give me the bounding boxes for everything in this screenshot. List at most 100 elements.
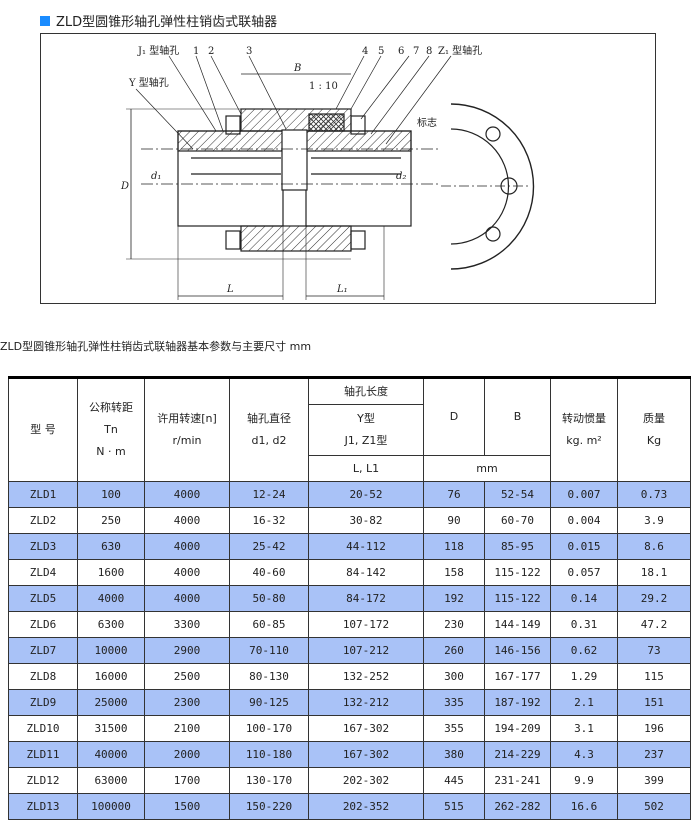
cell-model: ZLD5 <box>8 585 78 612</box>
table-row: ZLD7 10000 2900 70-110 107-212 260 146-156 0.62… <box>8 637 691 664</box>
cell-d: 445 <box>423 767 485 794</box>
cell-b: 146-156 <box>484 637 551 664</box>
cell-torque: 630 <box>77 533 145 560</box>
cell-speed: 4000 <box>144 559 230 586</box>
header-torque: 公称转距 Tn N · m <box>77 377 145 482</box>
header-d: D <box>423 377 485 456</box>
cell-mass: 115 <box>617 663 691 690</box>
parameter-table: 型 号 公称转距 Tn N · m 许用转速[n] r/min 轴孔直径 d1, d2 … <box>8 376 691 820</box>
cell-d: 90 <box>423 507 485 534</box>
cell-torque: 100000 <box>77 793 145 820</box>
cell-d: 158 <box>423 559 485 586</box>
cell-model: ZLD7 <box>8 637 78 664</box>
cell-mass: 0.73 <box>617 481 691 508</box>
cell-speed: 4000 <box>144 507 230 534</box>
cell-b: 214-229 <box>484 741 551 768</box>
cell-length: 20-52 <box>308 481 424 508</box>
cell-bore: 25-42 <box>229 533 309 560</box>
cell-mass: 399 <box>617 767 691 794</box>
cell-bore: 90-125 <box>229 689 309 716</box>
table-row: ZLD4 1600 4000 40-60 84-142 158 115-122 0.057 18… <box>8 559 691 586</box>
cell-mass: 3.9 <box>617 507 691 534</box>
cell-speed: 2900 <box>144 637 230 664</box>
cell-b: 231-241 <box>484 767 551 794</box>
table-caption: ZLD型圆锥形轴孔弹性柱销齿式联轴器基本参数与主要尺寸 mm <box>0 340 312 353</box>
cell-b: 85-95 <box>484 533 551 560</box>
cell-mass: 196 <box>617 715 691 742</box>
cell-inertia: 4.3 <box>550 741 618 768</box>
cell-d: 118 <box>423 533 485 560</box>
header-inertia: 转动惯量 kg. m² <box>550 377 618 482</box>
table-row: ZLD6 6300 3300 60-85 107-172 230 144-149 0.31 47… <box>8 611 691 638</box>
cell-length: 202-302 <box>308 767 424 794</box>
cell-bore: 70-110 <box>229 637 309 664</box>
header-unit: mm <box>423 455 551 482</box>
label-dim-d: D <box>120 181 129 192</box>
cell-b: 167-177 <box>484 663 551 690</box>
cell-speed: 4000 <box>144 481 230 508</box>
cell-mass: 502 <box>617 793 691 820</box>
table-row: ZLD2 250 4000 16-32 30-82 90 60-70 0.004 3.9 <box>8 507 691 534</box>
cell-torque: 100 <box>77 481 145 508</box>
label-dim-d2: d₂ <box>396 171 406 182</box>
cell-length: 167-302 <box>308 715 424 742</box>
cell-length: 107-172 <box>308 611 424 638</box>
cell-length: 84-142 <box>308 559 424 586</box>
cell-inertia: 0.004 <box>550 507 618 534</box>
label-mark: 标志 <box>417 116 437 129</box>
cell-torque: 6300 <box>77 611 145 638</box>
table-row: ZLD13 100000 1500 150-220 202-352 515 262-282 1… <box>8 793 691 820</box>
cell-bore: 150-220 <box>229 793 309 820</box>
cell-length: 84-172 <box>308 585 424 612</box>
header-bore: 轴孔直径 d1, d2 <box>229 377 309 482</box>
cell-inertia: 0.31 <box>550 611 618 638</box>
table-row: ZLD12 63000 1700 130-170 202-302 445 231-241 9.… <box>8 767 691 794</box>
title-text: ZLD型圆锥形轴孔弹性柱销齿式联轴器 <box>56 15 278 30</box>
label-part-8: 8 <box>426 46 432 57</box>
cell-length: 107-212 <box>308 637 424 664</box>
cell-mass: 8.6 <box>617 533 691 560</box>
cell-b: 52-54 <box>484 481 551 508</box>
header-model: 型 号 <box>8 377 78 482</box>
cell-torque: 4000 <box>77 585 145 612</box>
cell-inertia: 2.1 <box>550 689 618 716</box>
header-speed: 许用转速[n] r/min <box>144 377 230 482</box>
label-part-1: 1 <box>193 46 199 57</box>
label-part-6: 6 <box>398 46 404 57</box>
cell-inertia: 16.6 <box>550 793 618 820</box>
cell-speed: 4000 <box>144 585 230 612</box>
cell-d: 76 <box>423 481 485 508</box>
cell-d: 300 <box>423 663 485 690</box>
label-part-7: 7 <box>413 46 419 57</box>
cell-inertia: 0.007 <box>550 481 618 508</box>
cell-torque: 63000 <box>77 767 145 794</box>
cell-d: 260 <box>423 637 485 664</box>
cell-bore: 40-60 <box>229 559 309 586</box>
cell-model: ZLD8 <box>8 663 78 690</box>
cell-inertia: 0.62 <box>550 637 618 664</box>
cell-b: 60-70 <box>484 507 551 534</box>
label-part-2: 2 <box>208 46 214 57</box>
cell-torque: 10000 <box>77 637 145 664</box>
cell-bore: 110-180 <box>229 741 309 768</box>
table-row: ZLD8 16000 2500 80-130 132-252 300 167-177 1.29… <box>8 663 691 690</box>
label-y-bore: Y 型轴孔 <box>128 76 169 89</box>
cell-bore: 50-80 <box>229 585 309 612</box>
cell-speed: 2500 <box>144 663 230 690</box>
cell-length: 132-212 <box>308 689 424 716</box>
cell-model: ZLD3 <box>8 533 78 560</box>
cell-mass: 73 <box>617 637 691 664</box>
cell-d: 192 <box>423 585 485 612</box>
cell-torque: 25000 <box>77 689 145 716</box>
cell-length: 44-112 <box>308 533 424 560</box>
cell-bore: 130-170 <box>229 767 309 794</box>
cell-length: 202-352 <box>308 793 424 820</box>
cell-speed: 4000 <box>144 533 230 560</box>
cell-torque: 250 <box>77 507 145 534</box>
cell-model: ZLD2 <box>8 507 78 534</box>
header-b: B <box>484 377 551 456</box>
cell-bore: 100-170 <box>229 715 309 742</box>
cell-torque: 16000 <box>77 663 145 690</box>
cell-mass: 47.2 <box>617 611 691 638</box>
label-dim-b: B <box>293 63 301 74</box>
